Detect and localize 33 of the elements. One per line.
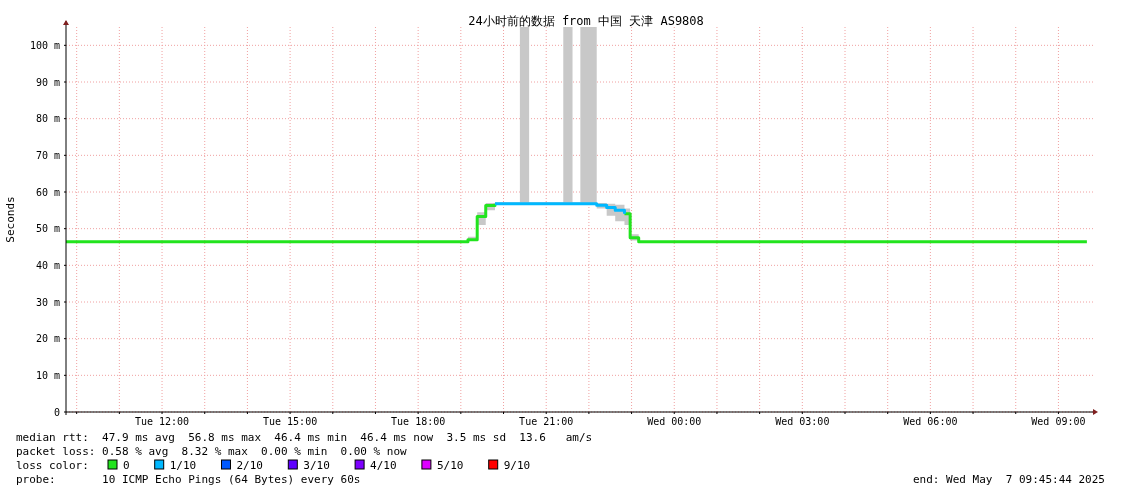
legend-label: 3/10 (303, 459, 330, 472)
text: packet loss: 0.58 % avg 8.32 % max 0.00 % min 0.00 % now (16, 445, 408, 458)
y-tick-label: 60 m (35, 186, 60, 198)
x-tick-label: Wed 06:00 (903, 416, 958, 427)
y-tick-label: 100 m (29, 39, 60, 51)
y-tick-label: 50 m (35, 223, 60, 235)
legend-label: 4/10 (370, 459, 397, 472)
y-tick-label: 90 m (35, 76, 60, 88)
legend-label: 1/10 (169, 459, 197, 472)
y-tick-label: 10 m (35, 369, 60, 381)
legend-label: 9/10 (503, 459, 531, 472)
y-tick-label: 0 (53, 406, 60, 418)
y-tick-label: 80 m (35, 113, 60, 125)
x-tick-label: Wed 03:00 (775, 416, 830, 427)
legend-label: 5/10 (436, 459, 464, 472)
x-tick-label: Wed 00:00 (647, 416, 702, 427)
y-axis-title: Seconds (4, 196, 17, 243)
y-tick-label: 30 m (35, 296, 60, 308)
y-tick-label: 70 m (35, 149, 60, 161)
y-tick-label: 40 m (35, 259, 60, 271)
text: probe: 10 ICMP Echo Pings (64 Bytes) every 60s (16, 473, 361, 486)
y-tick-label: 20 m (35, 333, 60, 345)
x-tick-label: Tue 15:00 (263, 416, 318, 427)
x-tick-label: Tue 18:00 (391, 416, 446, 427)
x-tick-label: Tue 12:00 (134, 416, 190, 427)
legend-label: 2/10 (236, 459, 263, 472)
text: median rtt: 47.9 ms avg 56.8 ms max 46.4 ms min 46.4 ms now 3.5 ms sd 13.6 am/s (16, 431, 593, 444)
text: end: Wed May 7 09:45:44 2025 (912, 473, 1105, 486)
x-tick-label: Wed 09:00 (1031, 416, 1086, 427)
legend-title: loss color: (16, 459, 89, 472)
legend-label: 0 (123, 459, 130, 472)
x-tick-label: Tue 21:00 (519, 416, 574, 427)
chart-title: 24小时前的数据 from 中国 天津 AS9808 (468, 14, 704, 28)
